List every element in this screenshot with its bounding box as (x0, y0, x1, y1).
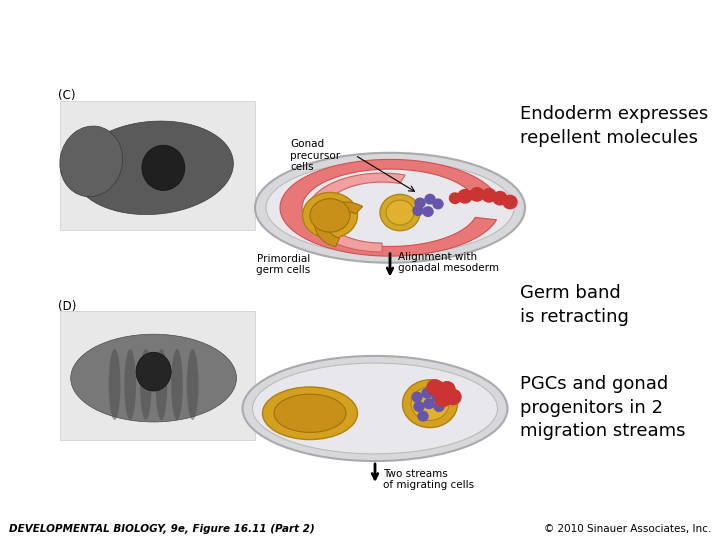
Circle shape (425, 194, 435, 204)
Circle shape (424, 399, 434, 408)
FancyBboxPatch shape (60, 311, 255, 440)
Ellipse shape (140, 349, 152, 420)
Circle shape (423, 207, 433, 217)
Ellipse shape (74, 121, 233, 214)
Circle shape (493, 192, 507, 205)
Ellipse shape (255, 153, 525, 263)
Ellipse shape (156, 349, 167, 420)
Ellipse shape (263, 387, 358, 440)
FancyBboxPatch shape (60, 101, 255, 230)
Circle shape (422, 388, 432, 398)
Ellipse shape (109, 349, 120, 420)
Ellipse shape (60, 126, 122, 197)
Circle shape (503, 195, 517, 209)
Text: Gonad
precursor
cells: Gonad precursor cells (290, 139, 340, 172)
Circle shape (458, 190, 472, 203)
Circle shape (413, 206, 423, 215)
Ellipse shape (274, 394, 346, 433)
Circle shape (470, 188, 484, 201)
Ellipse shape (186, 349, 199, 420)
Circle shape (482, 188, 496, 202)
Polygon shape (280, 159, 497, 256)
Ellipse shape (253, 363, 498, 454)
Text: PGCs and gonad
progenitors in 2
migration streams: PGCs and gonad progenitors in 2 migratio… (520, 375, 685, 440)
Text: (D): (D) (58, 300, 76, 313)
Ellipse shape (243, 356, 508, 461)
Text: DEVELOPMENTAL BIOLOGY, 9e, Figure 16.11 (Part 2): DEVELOPMENTAL BIOLOGY, 9e, Figure 16.11 … (9, 524, 315, 534)
Polygon shape (307, 173, 405, 252)
Ellipse shape (411, 387, 449, 421)
Text: Two streams
of migrating cells: Two streams of migrating cells (383, 469, 474, 490)
Circle shape (418, 411, 428, 421)
Circle shape (412, 392, 422, 402)
Ellipse shape (402, 380, 457, 428)
Text: Germ Cell Migration:: Germ Cell Migration: (9, 8, 292, 32)
Circle shape (434, 402, 444, 411)
Circle shape (414, 402, 424, 411)
Text: Endoderm expresses
repellent molecules: Endoderm expresses repellent molecules (520, 105, 708, 147)
Text: (C): (C) (58, 89, 76, 102)
Text: © 2010 Sinauer Associates, Inc.: © 2010 Sinauer Associates, Inc. (544, 524, 711, 534)
Circle shape (449, 193, 461, 204)
Ellipse shape (386, 200, 414, 225)
Ellipse shape (266, 161, 514, 254)
Circle shape (433, 199, 443, 209)
Circle shape (445, 389, 461, 404)
Text: Primordial
germ cells: Primordial germ cells (256, 254, 310, 275)
Polygon shape (315, 202, 363, 247)
Text: Alignment with
gonadal mesoderm: Alignment with gonadal mesoderm (398, 252, 499, 273)
Ellipse shape (171, 349, 183, 420)
Circle shape (415, 198, 425, 208)
Ellipse shape (71, 334, 236, 422)
Text: Drosophila: Drosophila (234, 8, 378, 32)
Circle shape (432, 392, 442, 402)
Ellipse shape (125, 349, 136, 420)
Text: Germ band
is retracting: Germ band is retracting (520, 284, 629, 326)
Ellipse shape (310, 199, 350, 232)
Circle shape (427, 380, 443, 395)
Ellipse shape (302, 192, 358, 238)
Circle shape (435, 392, 451, 407)
Ellipse shape (142, 145, 185, 191)
Circle shape (439, 382, 455, 397)
Ellipse shape (380, 194, 420, 231)
Ellipse shape (136, 352, 171, 391)
